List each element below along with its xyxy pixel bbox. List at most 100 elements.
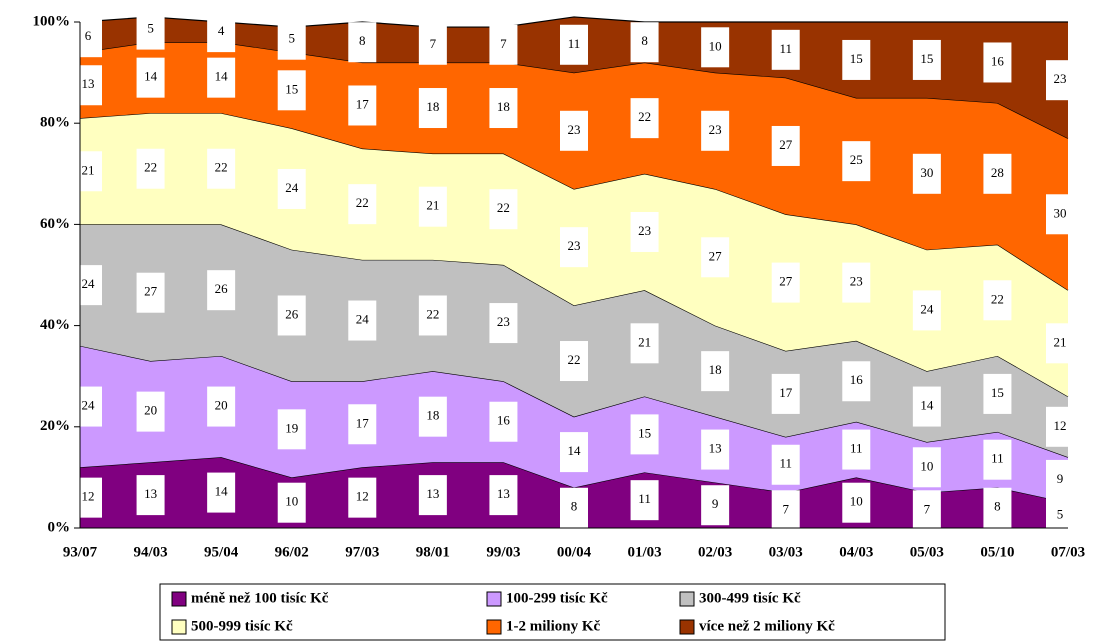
x-tick-label: 94/03 — [133, 544, 167, 560]
data-label: 11 — [850, 441, 863, 456]
data-label: 16 — [850, 372, 864, 387]
data-label: 24 — [82, 276, 96, 291]
data-label: 26 — [285, 306, 299, 321]
data-label: 22 — [638, 109, 651, 124]
data-label-box — [348, 300, 377, 341]
data-label-box — [1046, 194, 1074, 235]
data-label-box — [136, 57, 165, 98]
data-label: 14 — [215, 484, 229, 499]
x-tick-label: 04/03 — [839, 544, 873, 560]
data-label: 18 — [497, 99, 510, 114]
x-tick-label: 93/07 — [63, 544, 98, 560]
data-label-box — [207, 386, 236, 427]
data-label-box — [1046, 495, 1074, 536]
data-label-box — [1046, 459, 1074, 500]
data-label-box — [418, 475, 447, 516]
data-label: 18 — [426, 99, 439, 114]
data-label: 24 — [356, 312, 370, 327]
data-label: 19 — [285, 420, 298, 435]
legend-label: více než 2 miliony Kč — [699, 618, 835, 634]
data-label-box — [983, 373, 1012, 414]
data-label-box — [701, 110, 730, 151]
data-label-box — [560, 487, 588, 528]
data-label: 11 — [779, 41, 792, 56]
data-label: 20 — [215, 398, 228, 413]
data-label-box — [277, 19, 306, 60]
data-label: 8 — [641, 33, 648, 48]
x-tick-label: 05/10 — [980, 544, 1014, 560]
data-label: 22 — [144, 160, 157, 175]
data-label-box — [983, 280, 1012, 321]
data-label: 24 — [920, 301, 934, 316]
data-label-box — [489, 303, 518, 344]
data-label-box — [983, 439, 1012, 480]
data-label-box — [912, 386, 941, 427]
data-label: 10 — [285, 494, 298, 509]
data-label-box — [207, 472, 236, 513]
data-label-box — [912, 39, 941, 80]
x-tick-label: 98/01 — [416, 544, 450, 560]
data-label-box — [207, 57, 236, 98]
data-label: 24 — [285, 180, 299, 195]
data-label-box — [348, 477, 377, 518]
data-label: 27 — [779, 274, 793, 289]
data-label-box — [74, 386, 102, 427]
data-label-box — [842, 361, 871, 402]
data-label-box — [418, 88, 447, 129]
y-tick-label: 20% — [40, 418, 70, 434]
data-label: 15 — [285, 81, 298, 96]
x-tick-label: 02/03 — [698, 544, 732, 560]
data-label: 11 — [991, 451, 1004, 466]
data-label: 15 — [920, 51, 933, 66]
legend-swatch — [679, 591, 695, 607]
area — [80, 345, 1068, 503]
data-label-box — [771, 444, 800, 485]
data-label-box — [701, 485, 730, 526]
data-label-box — [418, 295, 447, 336]
data-label: 23 — [568, 122, 581, 137]
data-label: 15 — [991, 385, 1004, 400]
data-label: 18 — [709, 362, 722, 377]
data-label-box — [136, 148, 165, 189]
data-label: 22 — [356, 195, 369, 210]
legend-label: 500-999 tisíc Kč — [191, 618, 293, 634]
data-label: 26 — [215, 281, 229, 296]
data-label: 13 — [709, 441, 722, 456]
legend-swatch — [486, 619, 502, 635]
y-tick-label: 60% — [40, 216, 70, 232]
data-label: 7 — [430, 36, 437, 51]
data-label-box — [630, 480, 659, 521]
data-label: 15 — [850, 51, 863, 66]
data-label-box — [348, 184, 377, 225]
data-label: 4 — [218, 23, 225, 38]
data-label-box — [842, 262, 871, 303]
data-label-box — [842, 141, 871, 182]
data-label: 10 — [709, 38, 722, 53]
data-label: 5 — [288, 31, 295, 46]
data-label-box — [207, 12, 236, 53]
data-label-box — [701, 27, 730, 68]
data-label-box — [560, 24, 588, 65]
x-tick-label: 01/03 — [627, 544, 661, 560]
data-label-box — [418, 186, 447, 227]
data-label-box — [560, 341, 588, 382]
data-label: 18 — [426, 408, 439, 423]
x-tick-label: 96/02 — [275, 544, 309, 560]
y-tick-label: 80% — [40, 115, 70, 131]
data-label: 14 — [144, 69, 158, 84]
data-label: 23 — [850, 274, 863, 289]
data-label: 9 — [712, 496, 719, 511]
data-label-box — [842, 482, 871, 523]
data-label: 30 — [920, 165, 933, 180]
x-tick-label: 00/04 — [557, 544, 592, 560]
data-label-box — [630, 22, 659, 63]
data-label-box — [912, 490, 941, 531]
x-tick-label: 07/03 — [1051, 544, 1085, 560]
legend-frame — [159, 583, 946, 641]
data-label: 7 — [924, 501, 931, 516]
data-label: 12 — [356, 489, 369, 504]
data-label-box — [418, 24, 447, 65]
legend-swatch — [486, 591, 502, 607]
data-label-box — [560, 432, 588, 473]
data-label: 11 — [779, 456, 792, 471]
